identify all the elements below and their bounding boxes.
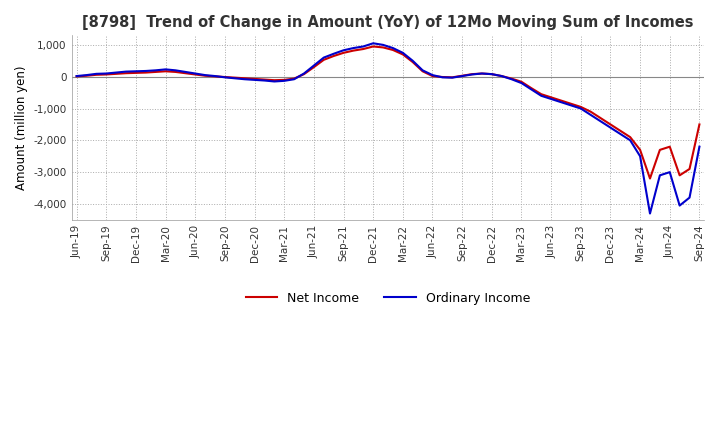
Ordinary Income	[369, 40, 377, 46]
Net Income	[389, 48, 397, 53]
Net Income	[72, 74, 81, 79]
Ordinary Income	[389, 45, 397, 51]
Ordinary Income	[428, 73, 437, 78]
Line: Net Income: Net Income	[76, 47, 699, 179]
Ordinary Income	[646, 211, 654, 216]
Net Income	[428, 73, 437, 79]
Net Income	[646, 176, 654, 181]
Net Income	[151, 69, 160, 74]
Legend: Net Income, Ordinary Income: Net Income, Ordinary Income	[241, 286, 535, 310]
Net Income	[369, 44, 377, 49]
Ordinary Income	[72, 73, 81, 79]
Ordinary Income	[477, 71, 486, 76]
Ordinary Income	[151, 68, 160, 73]
Net Income	[477, 71, 486, 76]
Ordinary Income	[329, 51, 338, 56]
Net Income	[329, 53, 338, 59]
Title: [8798]  Trend of Change in Amount (YoY) of 12Mo Moving Sum of Incomes: [8798] Trend of Change in Amount (YoY) o…	[82, 15, 694, 30]
Line: Ordinary Income: Ordinary Income	[76, 43, 699, 213]
Ordinary Income	[487, 72, 496, 77]
Net Income	[487, 72, 496, 77]
Y-axis label: Amount (million yen): Amount (million yen)	[15, 66, 28, 190]
Ordinary Income	[695, 144, 703, 149]
Net Income	[695, 122, 703, 127]
